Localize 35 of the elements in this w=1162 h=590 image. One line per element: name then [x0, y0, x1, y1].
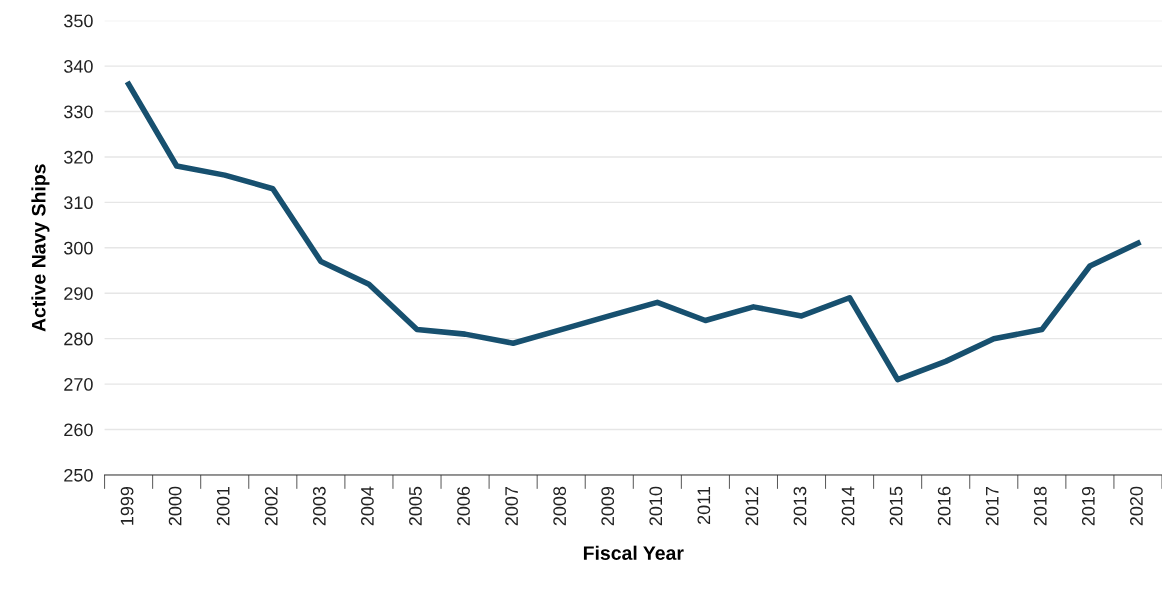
x-tick-label: 2017	[985, 486, 999, 526]
x-tick-label: 2018	[1033, 486, 1047, 526]
x-tick-label: 2019	[1081, 486, 1095, 526]
x-tick-label: 2015	[889, 486, 903, 526]
y-tick-label: 350	[64, 14, 93, 28]
y-tick-label: 270	[64, 378, 93, 391]
y-axis-title: Active Navy Ships	[31, 164, 50, 332]
x-tick-label: 2002	[264, 486, 278, 526]
x-tick-label: 2011	[697, 486, 711, 524]
x-tick-label: 2006	[457, 486, 470, 526]
x-tick-label: 2020	[1130, 486, 1143, 526]
y-tick-label: 260	[64, 423, 93, 437]
y-tick-label: 310	[64, 196, 93, 210]
y-tick-label: 290	[64, 287, 93, 300]
x-tick-label: 2012	[745, 486, 759, 526]
x-tick-label: 2016	[937, 486, 951, 526]
x-tick-label: 2014	[841, 486, 855, 526]
x-tick-label: 2010	[649, 486, 663, 526]
y-tick-label: 340	[64, 60, 93, 73]
x-tick-label: 2003	[312, 486, 326, 526]
x-tick-label: 2001	[216, 486, 230, 526]
y-tick-label: 320	[64, 150, 93, 164]
x-tick-label: 2009	[601, 486, 615, 526]
y-tick-label: 300	[64, 241, 93, 255]
x-tick-label: 2004	[361, 486, 374, 526]
x-tick-label: 2007	[505, 486, 518, 526]
y-tick-label: 330	[64, 105, 93, 119]
x-tick-label: 2013	[793, 486, 807, 526]
x-tick-label: 2000	[168, 486, 182, 526]
x-axis-title: Fiscal Year	[583, 545, 684, 560]
x-tick-label: 2005	[409, 486, 422, 526]
y-tick-label: 250	[64, 468, 93, 482]
x-tick-label: 2008	[553, 486, 567, 526]
x-tick-label: 1999	[120, 486, 134, 525]
y-tick-label: 280	[64, 332, 93, 346]
